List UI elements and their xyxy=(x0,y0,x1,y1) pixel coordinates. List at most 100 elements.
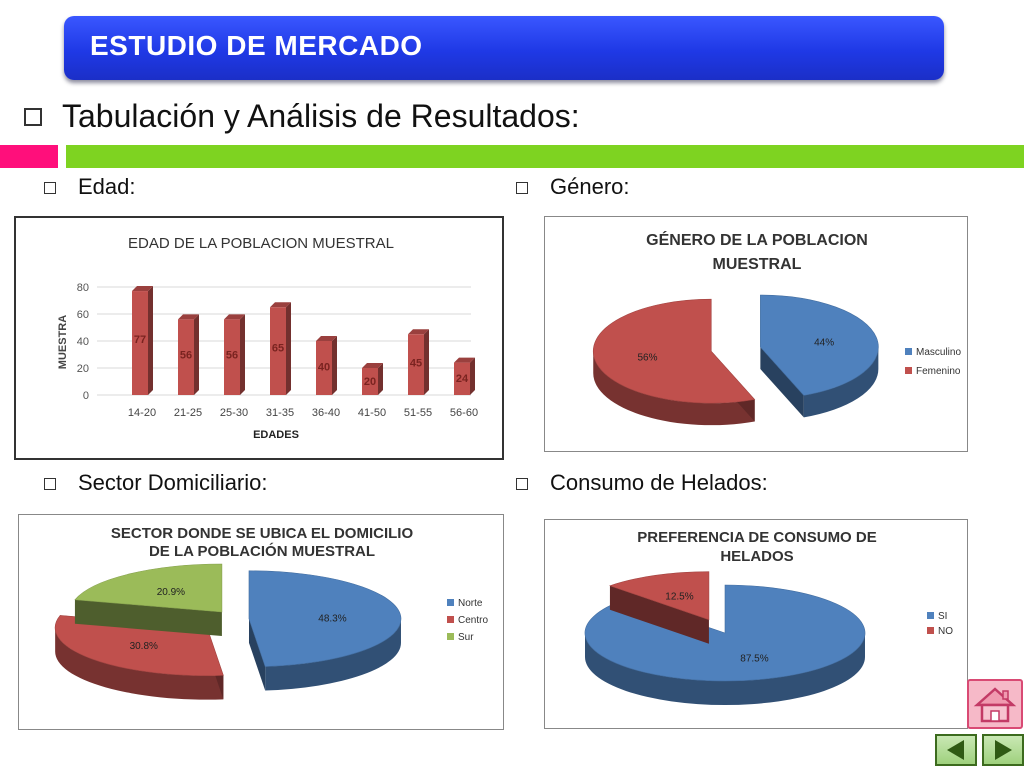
pie-slice xyxy=(609,571,710,621)
pie-slice-side xyxy=(803,347,879,418)
header-bar: ESTUDIO DE MERCADO xyxy=(64,16,944,80)
bar-value-label: 40 xyxy=(318,361,330,373)
bar-side xyxy=(148,286,153,395)
bar xyxy=(316,341,332,395)
pie-value-label: 87.5% xyxy=(740,653,768,664)
bar-top xyxy=(454,357,475,363)
bar-top xyxy=(362,363,383,368)
bar xyxy=(454,362,470,395)
x-tick-label: 41-50 xyxy=(358,407,386,419)
age-chart-panel: EDAD DE LA POBLACION MUESTRAL 0 20 40 60 80 MU… xyxy=(14,216,504,460)
pie-slice-side xyxy=(265,618,401,691)
legend-swatch xyxy=(905,348,912,355)
legend-swatch xyxy=(447,599,454,606)
bar-value-label: 56 xyxy=(226,349,238,361)
chart-title: DE LA POBLACIÓN MUESTRAL xyxy=(149,542,375,560)
consumption-pie-chart: PREFERENCIA DE CONSUMO DE HELADOS 87.5% SI 1… xyxy=(584,529,953,705)
accent-stripe-pink xyxy=(0,145,58,168)
legend-label: Sur xyxy=(458,632,474,643)
pie-slice-cut xyxy=(74,599,222,636)
bar-top xyxy=(132,286,153,292)
bar-value-label: 65 xyxy=(272,343,284,355)
y-tick-label: 40 xyxy=(77,336,89,348)
arrow-left-icon xyxy=(947,740,964,760)
x-tick-label: 21-25 xyxy=(174,407,202,419)
bar-side xyxy=(240,314,245,395)
bullet-consumo-icon xyxy=(516,478,528,490)
x-tick-label: 31-35 xyxy=(266,407,294,419)
legend-swatch xyxy=(447,616,454,623)
pie-slice-cut xyxy=(248,618,266,691)
pie-slice xyxy=(584,584,866,682)
x-tick-label: 56-60 xyxy=(450,407,478,419)
home-icon xyxy=(973,687,1017,723)
bar-top xyxy=(316,336,337,341)
chart-title: EDAD DE LA POBLACION MUESTRAL xyxy=(128,235,394,252)
pie-slice-side xyxy=(55,627,224,700)
bullet-sector-icon xyxy=(44,478,56,490)
y-tick-label: 80 xyxy=(77,282,89,294)
bullet-genero-icon xyxy=(516,182,528,194)
y-tick-label: 60 xyxy=(77,309,89,321)
pie-slice xyxy=(248,570,402,667)
bar-value-label: 24 xyxy=(456,373,469,385)
bullet-edad-icon xyxy=(44,182,56,194)
bar xyxy=(132,291,148,395)
bar-top xyxy=(224,314,245,320)
bar xyxy=(408,334,424,395)
pie-slice-side xyxy=(593,351,755,426)
bar-side xyxy=(286,302,291,395)
x-tick-label: 14-20 xyxy=(128,407,156,419)
pie-slice-cut xyxy=(760,347,804,418)
x-axis-label: EDADES xyxy=(253,429,299,441)
chart-title: MUESTRAL xyxy=(713,256,802,273)
age-bar-chart: EDAD DE LA POBLACION MUESTRAL 0 20 40 60 80 MU… xyxy=(57,235,478,441)
legend-label: SI xyxy=(938,611,947,622)
section-sector-label: Sector Domiciliario: xyxy=(78,470,268,495)
legend-swatch xyxy=(927,627,934,634)
bar-value-label: 77 xyxy=(134,334,146,346)
pie-slice xyxy=(760,294,879,396)
main-bullet-icon xyxy=(24,108,42,126)
bar-side xyxy=(194,314,199,395)
gender-pie-chart: GÉNERO DE LA POBLACION MUESTRAL 44% Masculi… xyxy=(593,230,961,426)
sector-chart-panel: SECTOR DONDE SE UBICA EL DOMICILIO DE LA … xyxy=(18,514,504,730)
section-genero-label: Género: xyxy=(550,174,630,199)
legend-swatch xyxy=(927,612,934,619)
bar-top xyxy=(408,329,429,335)
chart-title: SECTOR DONDE SE UBICA EL DOMICILIO xyxy=(111,525,414,542)
legend-label: Centro xyxy=(458,615,488,626)
bar-value-label: 45 xyxy=(410,358,422,370)
legend-label: Masculino xyxy=(916,347,961,358)
pie-slice-cut xyxy=(609,585,709,644)
y-tick-label: 20 xyxy=(77,363,89,375)
bar-value-label: 56 xyxy=(180,349,192,361)
section-edad-label: Edad: xyxy=(78,174,136,199)
x-tick-label: 51-55 xyxy=(404,407,432,419)
next-slide-button[interactable] xyxy=(982,734,1024,766)
prev-slide-button[interactable] xyxy=(935,734,977,766)
accent-stripe-green xyxy=(66,145,1024,168)
pie-value-label: 56% xyxy=(637,353,657,364)
home-button[interactable] xyxy=(967,679,1023,729)
legend-swatch xyxy=(905,367,912,374)
x-tick-label: 25-30 xyxy=(220,407,248,419)
bar-top xyxy=(178,314,199,320)
pie-slice xyxy=(593,298,756,404)
chart-title: PREFERENCIA DE CONSUMO DE xyxy=(637,529,876,546)
gender-chart-panel: GÉNERO DE LA POBLACION MUESTRAL 44% Masculi… xyxy=(544,216,968,452)
legend-label: Femenino xyxy=(916,366,961,377)
bar xyxy=(362,368,378,395)
arrow-right-icon xyxy=(995,740,1012,760)
pie-value-label: 12.5% xyxy=(665,591,693,602)
x-tick-label: 36-40 xyxy=(312,407,340,419)
y-tick-label: 0 xyxy=(83,390,89,402)
page-title: Tabulación y Análisis de Resultados: xyxy=(62,98,580,134)
bar-side xyxy=(378,363,383,395)
bar-side xyxy=(424,329,429,395)
bar-side xyxy=(332,336,337,395)
legend-label: Norte xyxy=(458,598,483,609)
bar xyxy=(178,319,194,395)
pie-value-label: 48.3% xyxy=(318,613,346,624)
